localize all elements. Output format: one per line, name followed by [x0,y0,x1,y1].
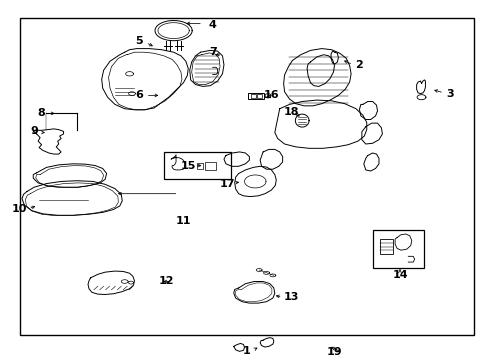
Text: 2: 2 [355,60,363,70]
Bar [380,239,392,254]
Text: 19: 19 [326,347,342,357]
Text: 8: 8 [38,108,45,118]
Text: 9: 9 [30,126,38,136]
Text: 11: 11 [175,216,191,226]
Bar [163,152,231,179]
Text: 14: 14 [392,270,408,280]
Bar [20,18,473,335]
Text: 1: 1 [243,346,250,356]
Text: 16: 16 [263,90,279,100]
Bar [248,93,264,99]
Text: 18: 18 [283,107,298,117]
Text: 6: 6 [135,90,143,100]
Text: 15: 15 [180,161,196,171]
Text: 10: 10 [12,204,27,214]
Text: 5: 5 [135,36,143,46]
Bar [257,94,262,98]
Text: 12: 12 [158,276,174,286]
Text: 13: 13 [283,292,298,302]
Text: 7: 7 [208,47,216,57]
Text: 4: 4 [208,20,216,30]
Text: 17: 17 [219,179,235,189]
Bar [251,94,256,98]
Bar [205,162,216,170]
Bar [372,230,423,268]
Text: 3: 3 [445,89,453,99]
Bar [196,163,203,169]
